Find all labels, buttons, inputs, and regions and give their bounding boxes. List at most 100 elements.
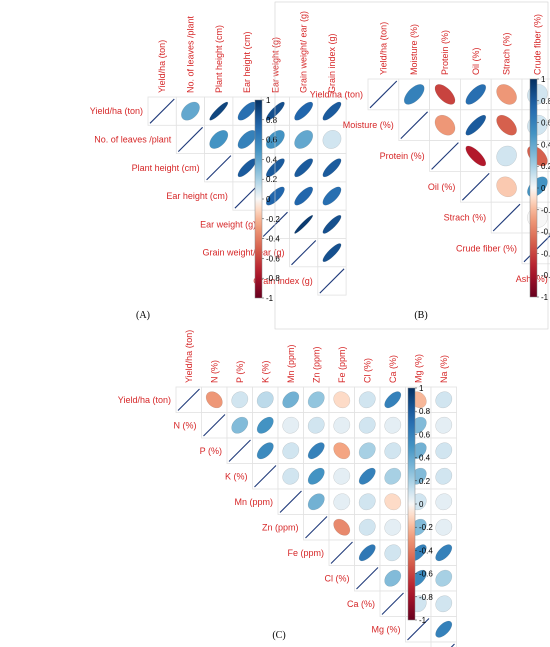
correlation-ellipse [307, 467, 325, 485]
diagonal-mark [407, 618, 430, 641]
matrix-cell [317, 181, 347, 211]
correlation-ellipse [384, 518, 402, 536]
colorbar-tick-label: 0 [266, 195, 271, 204]
column-label-yield-ha-ton: Yield/ha (ton) [378, 22, 388, 75]
colorbar-tick-label: 0.6 [266, 136, 278, 145]
column-label-no-of-leaves-plant: No. of leaves /plant [185, 15, 195, 93]
correlation-ellipse [256, 391, 274, 409]
colorbar-tick-label: -0.2 [419, 523, 433, 532]
row-label-ca: Ca (%) [347, 599, 375, 609]
correlation-ellipse [358, 467, 376, 485]
correlation-ellipse [294, 101, 314, 121]
row-label-yield-ha-ton: Yield/ha (ton) [310, 89, 363, 99]
correlation-ellipse [307, 416, 325, 434]
colorbar-tick-label: -1 [541, 293, 549, 302]
matrix-cell [430, 641, 457, 647]
colorbar-tick-label: -0.2 [541, 206, 550, 215]
colorbar-tick-label: -0.6 [266, 254, 280, 263]
matrix-cell [201, 386, 228, 413]
colorbar-tick-label: -0.8 [419, 593, 433, 602]
correlation-ellipse [384, 544, 402, 562]
row-label-oil: Oil (%) [428, 182, 456, 192]
correlation-ellipse [358, 518, 376, 536]
matrix-cell [303, 412, 330, 439]
column-label-strach: Strach (%) [502, 32, 512, 75]
correlation-ellipse [333, 518, 351, 536]
colorbar-tick-label: -1 [266, 294, 274, 303]
correlation-ellipse [333, 493, 351, 511]
column-label-grain-index-g: Grain index (g) [327, 33, 337, 93]
correlation-ellipse [435, 442, 453, 460]
correlation-ellipse [435, 595, 453, 613]
row-label-no-of-leaves-plant: No. of leaves /plant [94, 134, 172, 144]
column-label-moisture: Moisture (%) [409, 24, 419, 75]
correlation-ellipse [294, 130, 314, 149]
column-label-p: P (%) [235, 361, 245, 383]
correlation-ellipse [384, 569, 402, 587]
correlation-ellipse [358, 442, 376, 460]
correlation-ellipse [265, 130, 285, 149]
diagonal-mark [369, 80, 398, 109]
correlation-panel-b: Yield/ha (ton) Moisture (%) Protein (%) Oil… [310, 14, 550, 321]
correlation-ellipse [322, 214, 342, 234]
row-label-yield-ha-ton: Yield/ha (ton) [90, 106, 143, 116]
diagonal-mark [149, 98, 175, 124]
diagonal-mark [492, 203, 521, 232]
diagonal-mark [356, 567, 379, 590]
correlation-panel-a: Yield/ha (ton) No. of leaves /plant Plant … [90, 11, 347, 321]
correlation-ellipse [358, 544, 376, 562]
correlation-ellipse [265, 101, 285, 121]
colorbar-tick-label: 0.6 [541, 119, 550, 128]
diagonal-mark [177, 126, 203, 152]
row-label-p: P (%) [200, 446, 222, 456]
diagonal-mark [523, 235, 550, 263]
correlation-ellipse [384, 416, 402, 434]
correlation-ellipse [465, 145, 487, 167]
diagonal-mark [206, 155, 232, 181]
correlation-ellipse [384, 467, 402, 485]
diagonal-mark [381, 592, 404, 615]
row-label-n: N (%) [174, 420, 197, 430]
row-label-grain-index-g: Grain index (g) [253, 276, 313, 286]
column-label-cl: Cl (%) [362, 358, 372, 383]
colorbar-tick-label: 0.8 [419, 407, 431, 416]
panel-label: (A) [136, 310, 150, 321]
correlation-ellipse [435, 391, 453, 409]
correlation-ellipse [465, 114, 487, 136]
colorbar-tick-label: -0.8 [266, 274, 280, 283]
row-label-protein: Protein (%) [380, 151, 425, 161]
diagonal-mark [400, 111, 428, 139]
correlation-ellipse [322, 130, 342, 149]
colorbar-tick-label: 0.2 [419, 477, 431, 486]
colorbar-tick-label: 0.8 [266, 116, 278, 125]
diagonal-mark [228, 439, 251, 462]
diagonal-mark [203, 414, 226, 437]
diagonal-mark [330, 541, 353, 564]
correlation-ellipse [322, 243, 342, 263]
correlation-ellipse [384, 442, 402, 460]
row-label-yield-ha-ton: Yield/ha (ton) [118, 395, 171, 405]
panel-label: (C) [272, 630, 285, 641]
correlation-ellipse [265, 158, 285, 178]
correlation-ellipse [205, 391, 223, 409]
correlation-ellipse [435, 467, 453, 485]
colorbar-tick-label: -0.4 [541, 228, 550, 237]
correlation-ellipse [256, 442, 274, 460]
colorbar-tick-label: 0.4 [541, 140, 550, 149]
colorbar-tick-label: -0.4 [266, 235, 280, 244]
correlation-ellipse [496, 114, 517, 136]
correlation-ellipse [307, 442, 325, 460]
correlation-ellipse [294, 158, 314, 178]
colorbar-tick-label: 1 [419, 384, 424, 393]
correlation-ellipse [181, 101, 200, 121]
correlation-ellipse [384, 391, 402, 409]
colorbar-tick-label: 0.2 [541, 162, 550, 171]
row-label-moisture: Moisture (%) [343, 120, 394, 130]
colorbar-tick-label: -0.2 [266, 215, 280, 224]
correlation-ellipse [307, 493, 325, 511]
colorbar [529, 78, 538, 298]
correlation-ellipse [435, 544, 453, 562]
correlation-ellipse [256, 416, 274, 434]
correlation-ellipse [434, 84, 456, 105]
correlation-ellipse [496, 84, 517, 105]
